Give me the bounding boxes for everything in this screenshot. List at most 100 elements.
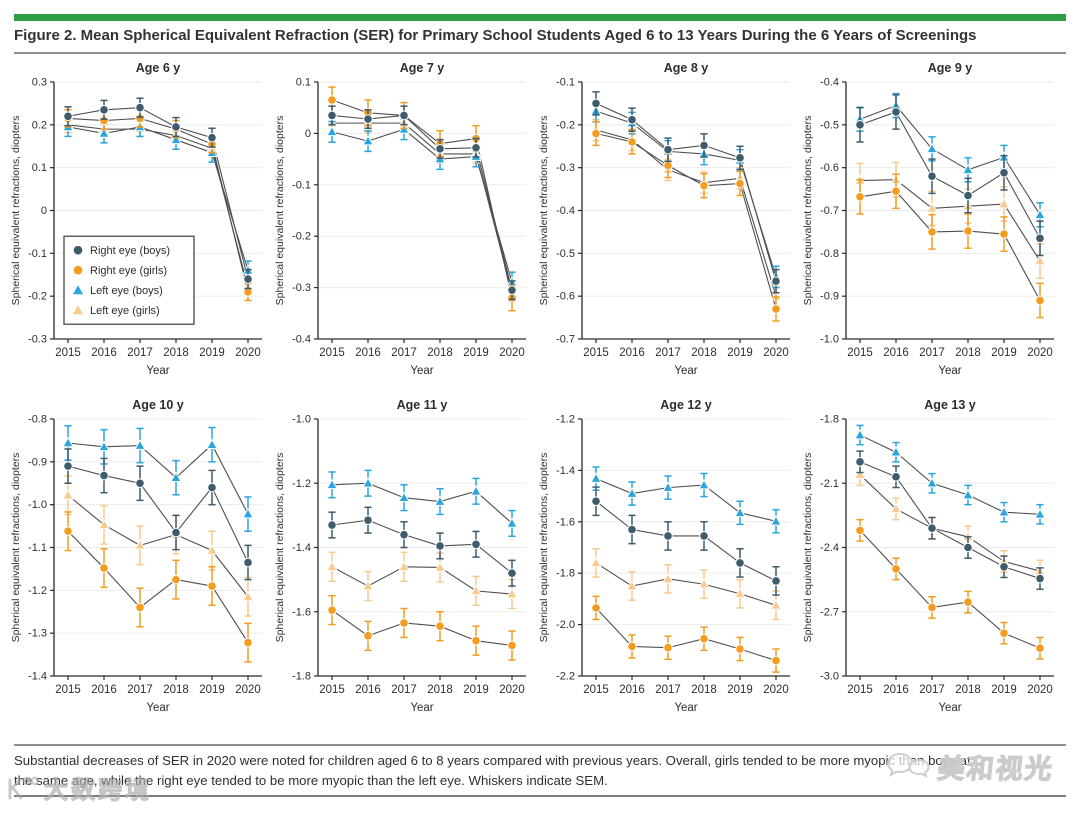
data-point (627, 114, 637, 125)
y-axis-label: Spherical equivalent refractions, diopte… (802, 453, 814, 643)
y-tick-label: -0.4 (292, 334, 311, 346)
data-point (962, 163, 974, 175)
watermark-right: 美和视光 (886, 747, 1056, 786)
chart-panel-age-11-y: Age 11 y Spherical equivalent refractions… (272, 395, 534, 720)
y-tick-label: -0.8 (28, 414, 47, 426)
series-line (859, 111, 1041, 239)
series-line (859, 434, 1041, 515)
x-tick-label: 2019 (991, 347, 1017, 359)
y-tick-label: -0.4 (820, 77, 839, 89)
data-point (99, 470, 109, 481)
y-tick-label: -1.2 (28, 585, 47, 597)
y-tick-label: -1.4 (292, 542, 311, 554)
y-axis-label: Spherical equivalent refractions, diopte… (274, 453, 286, 643)
data-point (998, 197, 1010, 209)
legend-label: Right eye (boys) (90, 245, 170, 257)
x-tick-label: 2016 (619, 347, 645, 359)
data-point (434, 561, 446, 572)
y-tick-label: -1.6 (292, 606, 311, 618)
x-tick-label: 2015 (847, 684, 873, 696)
y-tick-label: -0.3 (292, 282, 311, 294)
x-tick-label: 2016 (91, 347, 117, 359)
data-point (98, 518, 110, 530)
data-point (734, 587, 746, 599)
data-point (735, 178, 745, 189)
x-axis-label: Year (938, 365, 961, 377)
data-point (663, 642, 673, 653)
series-line (859, 104, 1041, 216)
figure-title: Figure 2. Mean Spherical Equivalent Refr… (14, 27, 977, 44)
series-line (331, 519, 513, 574)
data-point (399, 618, 409, 628)
chart-panel-age-12-y: Age 12 y Spherical equivalent refractions… (536, 395, 798, 720)
y-tick-label: -1.3 (28, 628, 47, 640)
y-tick-label: -0.4 (556, 205, 575, 217)
x-axis-label: Year (146, 702, 169, 714)
data-point (699, 531, 709, 541)
data-point (627, 641, 637, 652)
x-tick-label: 2018 (691, 684, 717, 696)
series-line (331, 99, 513, 299)
x-tick-label: 2019 (991, 684, 1017, 696)
y-tick-label: -1.6 (556, 516, 575, 528)
y-axis-label: Spherical equivalent refractions, diopte… (538, 116, 550, 306)
caption-line-1: Substantial decreases of SER in 2020 wer… (14, 753, 971, 768)
data-point (363, 515, 373, 525)
data-point (399, 110, 409, 121)
data-point (435, 541, 445, 551)
series-line (67, 465, 249, 563)
x-tick-label: 2015 (847, 347, 873, 359)
series-line (595, 102, 777, 282)
panel-title: Age 12 y (660, 398, 711, 412)
series-line (331, 114, 513, 291)
chart-panel-age-9-y: Age 9 y Spherical equivalent refractions,… (800, 58, 1062, 383)
x-tick-label: 2020 (1027, 347, 1053, 359)
x-tick-label: 2019 (463, 684, 489, 696)
data-point (243, 274, 253, 284)
panel-title: Age 6 y (136, 61, 181, 75)
y-tick-label: -1.1 (28, 542, 47, 554)
series-line (332, 122, 513, 293)
data-point (435, 621, 445, 632)
x-axis-label: Year (410, 365, 433, 377)
y-tick-label: -0.1 (556, 77, 575, 89)
data-point (734, 506, 746, 518)
series-line (859, 474, 1041, 572)
data-point (1034, 508, 1046, 519)
y-tick-label: -0.1 (292, 179, 311, 191)
x-axis-label: Year (410, 702, 433, 714)
data-point (507, 640, 517, 651)
data-point (626, 487, 638, 498)
data-point (855, 525, 865, 536)
x-tick-label: 2019 (727, 684, 753, 696)
series-line (67, 494, 249, 598)
data-point (999, 168, 1009, 178)
data-point (770, 599, 782, 610)
data-point (134, 539, 146, 550)
chart-panel-age-10-y: Age 10 y Spherical equivalent refractions… (8, 395, 270, 720)
data-point (663, 144, 673, 155)
data-point (471, 539, 481, 550)
y-tick-label: -0.1 (28, 248, 47, 260)
data-point (891, 472, 901, 482)
x-tick-label: 2016 (355, 347, 381, 359)
data-point (1034, 208, 1046, 220)
y-tick-label: -1.0 (28, 499, 47, 511)
data-point (771, 576, 781, 586)
chart-svg: Age 10 y Spherical equivalent refractions… (10, 398, 262, 714)
x-tick-label: 2018 (163, 347, 189, 359)
series-line (67, 126, 249, 271)
y-tick-label: -1.4 (28, 671, 47, 683)
data-point (963, 542, 973, 553)
data-point (855, 120, 865, 130)
legend-marker (73, 285, 83, 295)
data-point (890, 502, 902, 514)
data-point (891, 107, 901, 117)
data-point (927, 227, 937, 237)
series-line (595, 478, 777, 522)
data-point (663, 531, 673, 541)
data-point (98, 440, 110, 452)
figure-caption: Substantial decreases of SER in 2020 wer… (14, 751, 1066, 791)
x-tick-label: 2017 (391, 684, 417, 696)
x-tick-label: 2016 (883, 684, 909, 696)
